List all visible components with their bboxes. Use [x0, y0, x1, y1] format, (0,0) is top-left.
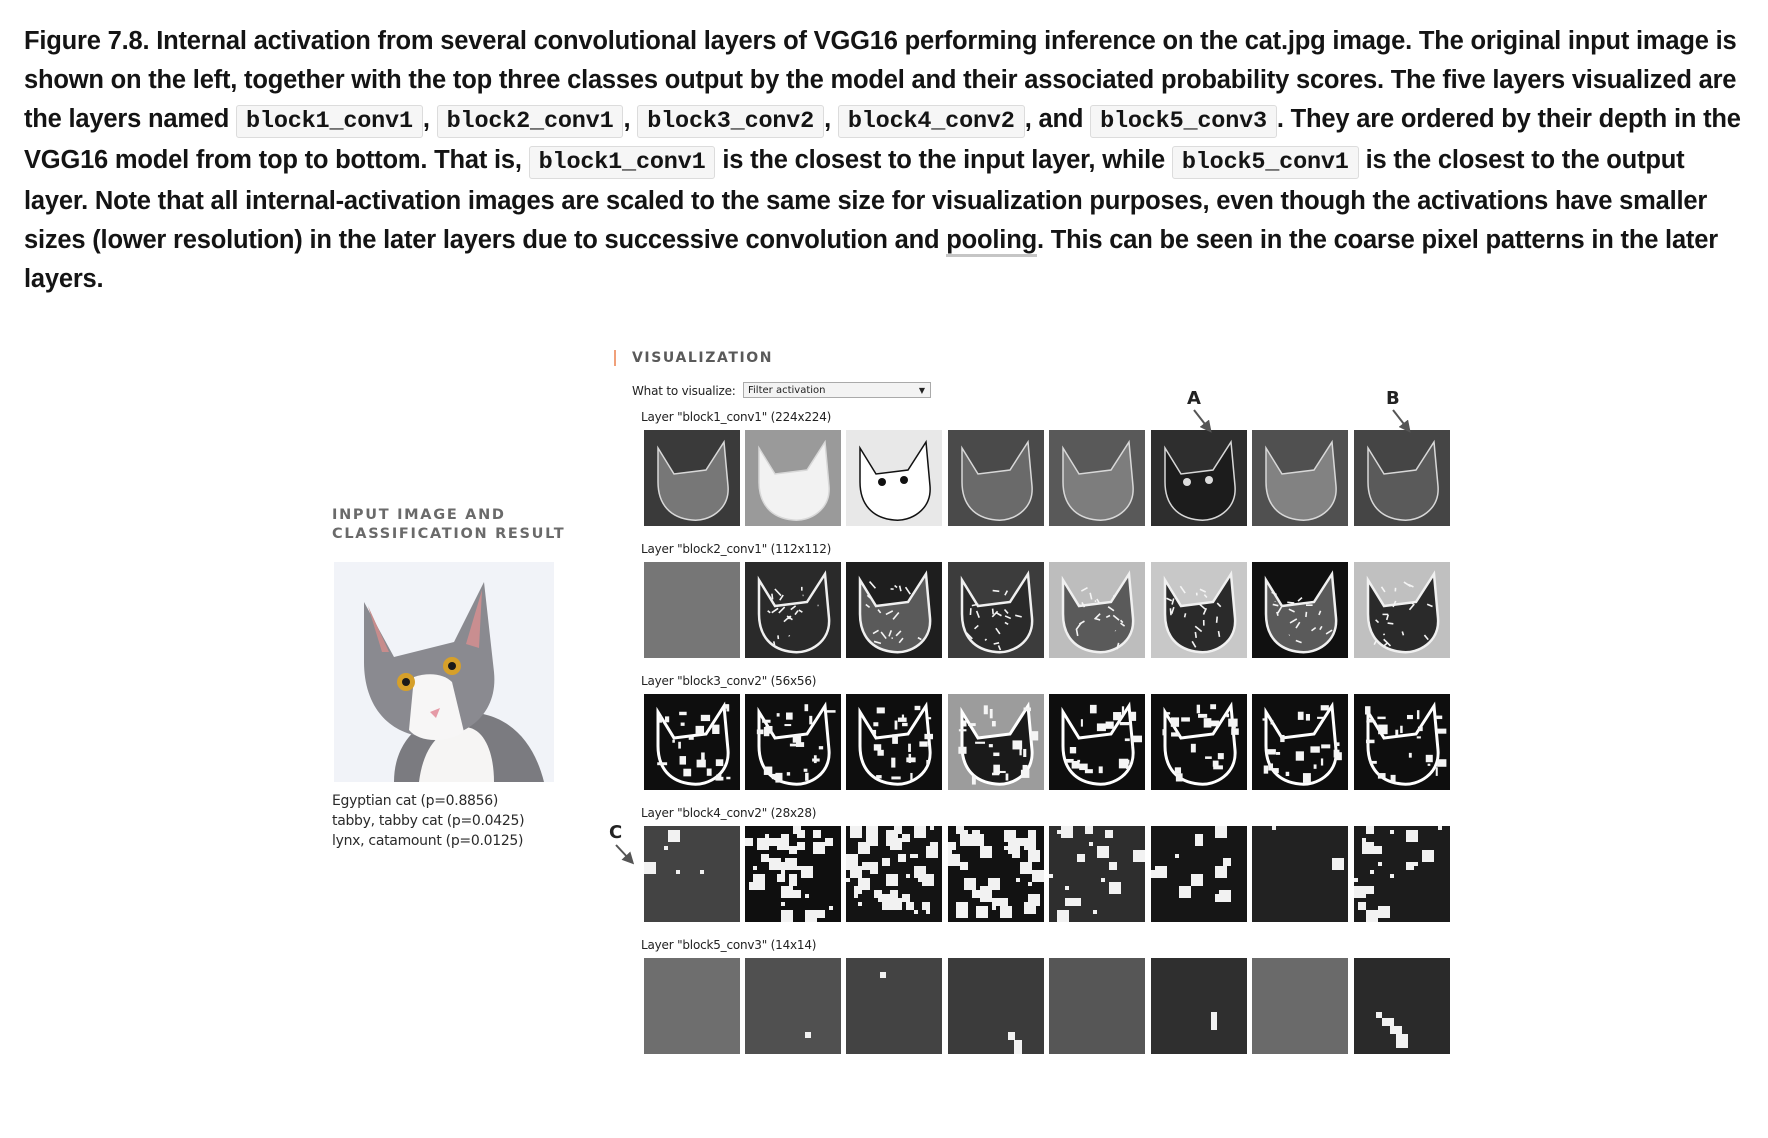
activation-tile: [745, 694, 841, 790]
code-block4-conv2: block4_conv2: [837, 105, 1025, 138]
layer-label-block2-conv1: Layer "block2_conv1" (112x112): [641, 542, 832, 556]
caption-sep: ,: [623, 105, 638, 133]
code-block2-conv1: block2_conv1: [436, 105, 624, 138]
annotation-c: C: [609, 822, 623, 843]
caption-text: is the closest to the input layer, while: [715, 146, 1172, 174]
activation-tile: [1049, 694, 1145, 790]
class-result-2: tabby, tabby cat (p=0.0425): [332, 813, 525, 829]
caption-text: Figure 7.8. Internal activation from sev…: [24, 27, 1737, 133]
activation-tile: [1049, 826, 1145, 922]
layer-label-block4-conv2: Layer "block4_conv2" (28x28): [641, 806, 817, 820]
class-result-3: lynx, catamount (p=0.0125): [332, 833, 524, 849]
code-block5-conv1: block5_conv1: [1171, 146, 1359, 179]
input-cat-image: [334, 562, 554, 782]
layer-label-block1-conv1: Layer "block1_conv1" (224x224): [641, 410, 832, 424]
layer-label-block3-conv2: Layer "block3_conv2" (56x56): [641, 674, 817, 688]
visualization-heading: VISUALIZATION: [632, 350, 774, 366]
activation-tile: [948, 562, 1044, 658]
activation-tile: [644, 562, 740, 658]
activation-tile: [1252, 562, 1348, 658]
activation-tile: [1252, 826, 1348, 922]
class-result-1: Egyptian cat (p=0.8856): [332, 793, 499, 809]
section-accent-bar: [614, 350, 616, 366]
code-block3-conv2: block3_conv2: [637, 105, 825, 138]
activation-tile: [1252, 694, 1348, 790]
annotation-b: B: [1386, 388, 1400, 409]
arrow-a: [1193, 409, 1212, 433]
input-image-heading: INPUT IMAGE AND CLASSIFICATION RESULT: [332, 507, 566, 542]
activation-tile: [1049, 430, 1145, 526]
arrow-b: [1392, 409, 1411, 433]
activation-tile: [1354, 826, 1450, 922]
visualize-select[interactable]: Filter activation ▼: [743, 382, 931, 398]
code-block1-conv1: block1_conv1: [236, 105, 423, 138]
what-to-visualize-label: What to visualize:: [632, 384, 736, 398]
annotation-a: A: [1187, 388, 1201, 409]
activation-tile: [1252, 430, 1348, 526]
activation-tile: [1354, 562, 1450, 658]
activation-tile: [644, 826, 740, 922]
activation-tile: [1151, 694, 1247, 790]
code-block5-conv3: block5_conv3: [1090, 105, 1277, 138]
activation-tile: [1151, 562, 1247, 658]
activation-tile: [1252, 958, 1348, 1054]
caption-sep: , and: [1024, 105, 1091, 133]
activation-tile: [948, 694, 1044, 790]
activation-tile: [1354, 694, 1450, 790]
activation-tile: [846, 562, 942, 658]
activation-tile: [948, 430, 1044, 526]
pooling-link[interactable]: pooling: [946, 226, 1037, 257]
activation-tile: [948, 826, 1044, 922]
caption-text: is the closest to the output layer. Note…: [24, 146, 1708, 254]
caption-sep: ,: [824, 105, 838, 133]
activation-tile: [1151, 430, 1247, 526]
figure-caption: Figure 7.8. Internal activation from sev…: [24, 22, 1746, 299]
activation-tile: [644, 958, 740, 1054]
code-block1-conv1: block1_conv1: [528, 146, 716, 179]
activation-tile: [1354, 958, 1450, 1054]
dropdown-caret-icon: ▼: [918, 386, 925, 395]
activation-tile: [948, 958, 1044, 1054]
activation-tile: [745, 562, 841, 658]
activation-tile: [846, 694, 942, 790]
activation-tile: [1049, 958, 1145, 1054]
activation-tile: [644, 430, 740, 526]
activation-tile: [745, 430, 841, 526]
activation-tile: [1151, 826, 1247, 922]
layer-label-block5-conv3: Layer "block5_conv3" (14x14): [641, 938, 817, 952]
activation-tile: [745, 958, 841, 1054]
activation-tile: [846, 958, 942, 1054]
activation-tile: [1151, 958, 1247, 1054]
activation-tile: [644, 694, 740, 790]
activation-tile: [1354, 430, 1450, 526]
caption-sep: ,: [422, 105, 437, 133]
arrow-c: [615, 844, 635, 865]
activation-tile: [846, 826, 942, 922]
activation-tile: [745, 826, 841, 922]
visualize-select-value: Filter activation: [748, 385, 826, 396]
caption-text: . This can be seen in the coarse pixel p…: [24, 226, 1718, 293]
caption-text: . They are ordered by their depth in the…: [24, 105, 1741, 174]
activation-tile: [846, 430, 942, 526]
classification-results: Egyptian cat (p=0.8856) tabby, tabby cat…: [332, 791, 525, 851]
activation-tile: [1049, 562, 1145, 658]
